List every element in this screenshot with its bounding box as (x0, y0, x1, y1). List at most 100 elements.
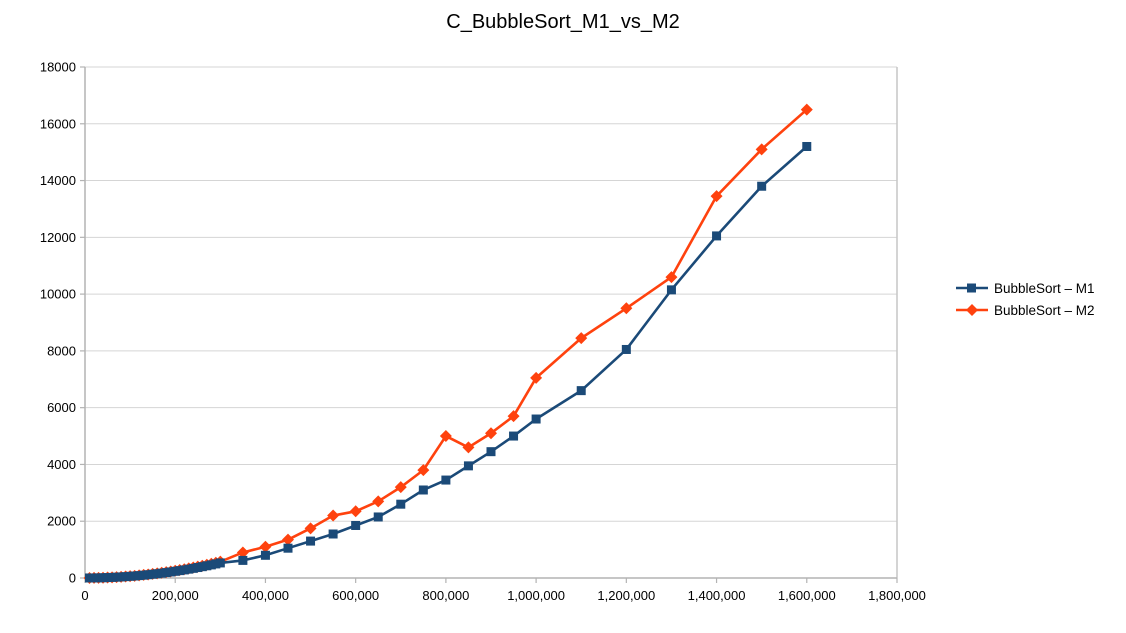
data-point-square (202, 561, 212, 571)
data-point-diamond (304, 522, 317, 535)
data-point-square (193, 563, 203, 573)
data-point-diamond (327, 509, 340, 522)
data-point-square (373, 512, 383, 522)
data-point-square (757, 181, 767, 191)
data-point-diamond (462, 441, 475, 454)
data-point-diamond (372, 495, 385, 508)
legend-label-m2: BubbleSort – M2 (994, 302, 1095, 318)
data-point-square (112, 572, 122, 582)
x-tick-label: 1,400,000 (688, 588, 746, 603)
data-point-square (238, 555, 248, 565)
y-tick-label: 18000 (40, 60, 76, 75)
data-point-square (486, 447, 496, 457)
data-point-square (130, 571, 140, 581)
data-point-square (206, 560, 216, 570)
data-point-square (418, 485, 428, 495)
data-point-square (85, 573, 95, 583)
data-point-square (166, 567, 176, 577)
data-point-square (94, 573, 104, 583)
data-point-diamond (394, 481, 407, 494)
data-point-square (441, 475, 451, 485)
x-tick-label: 600,000 (332, 588, 379, 603)
x-tick-label: 400,000 (242, 588, 289, 603)
data-point-diamond (530, 371, 543, 384)
data-point-square (152, 569, 162, 579)
data-point-diamond (259, 540, 272, 553)
data-point-diamond (575, 332, 588, 345)
data-point-square (179, 565, 189, 575)
legend-item-m2: BubbleSort – M2 (956, 299, 1095, 321)
data-point-square (157, 568, 167, 578)
data-point-square (576, 386, 586, 396)
data-point-square (161, 568, 171, 578)
data-point-square (121, 572, 131, 582)
data-point-square (396, 499, 406, 509)
data-point-diamond (755, 143, 768, 156)
y-tick-label: 0 (69, 571, 76, 586)
data-point-square (134, 571, 144, 581)
data-point-square (306, 536, 316, 546)
data-point-diamond (349, 505, 362, 518)
data-point-square (531, 414, 541, 424)
data-point-square (98, 573, 108, 583)
x-tick-label: 800,000 (422, 588, 469, 603)
legend: BubbleSort – M1 BubbleSort – M2 (956, 277, 1095, 321)
data-point-square (211, 559, 221, 569)
data-point-square (666, 285, 676, 295)
x-tick-label: 1,600,000 (778, 588, 836, 603)
data-point-square (463, 461, 473, 471)
data-point-square (509, 431, 519, 441)
data-point-square (197, 562, 207, 572)
series-m2-marker-icon (956, 304, 988, 316)
data-point-diamond (485, 427, 497, 440)
x-tick-label: 1,000,000 (507, 588, 565, 603)
data-point-diamond (439, 430, 452, 443)
data-point-diamond (417, 464, 430, 477)
x-tick-label: 1,200,000 (597, 588, 655, 603)
y-tick-label: 4000 (47, 457, 76, 472)
chart-title: C_BubbleSort_M1_vs_M2 (446, 11, 680, 33)
data-point-diamond (665, 271, 678, 284)
data-point-square (148, 569, 158, 579)
x-tick-label: 200,000 (152, 588, 199, 603)
data-point-square (215, 558, 225, 568)
data-point-square (175, 566, 185, 576)
data-point-square (712, 231, 722, 241)
data-point-square (125, 571, 135, 581)
series-line-2 (88, 108, 809, 580)
data-point-diamond (800, 103, 813, 116)
x-tick-label: 0 (81, 588, 88, 603)
legend-item-m1: BubbleSort – M1 (956, 277, 1095, 299)
y-tick-label: 2000 (47, 514, 76, 529)
data-point-diamond (507, 410, 520, 423)
data-point-square (107, 572, 117, 582)
data-point-square (170, 566, 180, 576)
x-tick-label: 1,800,000 (868, 588, 926, 603)
data-point-square (351, 520, 361, 530)
data-point-square (802, 141, 812, 151)
data-point-diamond (236, 546, 249, 559)
data-point-square (139, 570, 149, 580)
y-tick-label: 14000 (40, 173, 76, 188)
legend-label-m1: BubbleSort – M1 (994, 280, 1095, 296)
series-m1-marker-icon (956, 283, 988, 293)
data-point-square (328, 529, 338, 539)
data-point-square (89, 573, 99, 583)
data-point-diamond (620, 302, 633, 315)
y-tick-label: 12000 (40, 230, 76, 245)
data-point-square (184, 564, 194, 574)
data-point-square (621, 344, 631, 354)
data-point-square (283, 543, 293, 553)
data-point-square (103, 573, 113, 583)
data-point-square (143, 570, 153, 580)
y-tick-label: 10000 (40, 287, 76, 302)
series-line-1 (88, 145, 809, 580)
y-tick-label: 6000 (47, 400, 76, 415)
data-point-diamond (710, 190, 723, 203)
data-point-diamond (282, 533, 294, 546)
data-point-square (260, 550, 270, 560)
y-tick-label: 8000 (47, 343, 76, 358)
y-tick-label: 16000 (40, 116, 76, 131)
